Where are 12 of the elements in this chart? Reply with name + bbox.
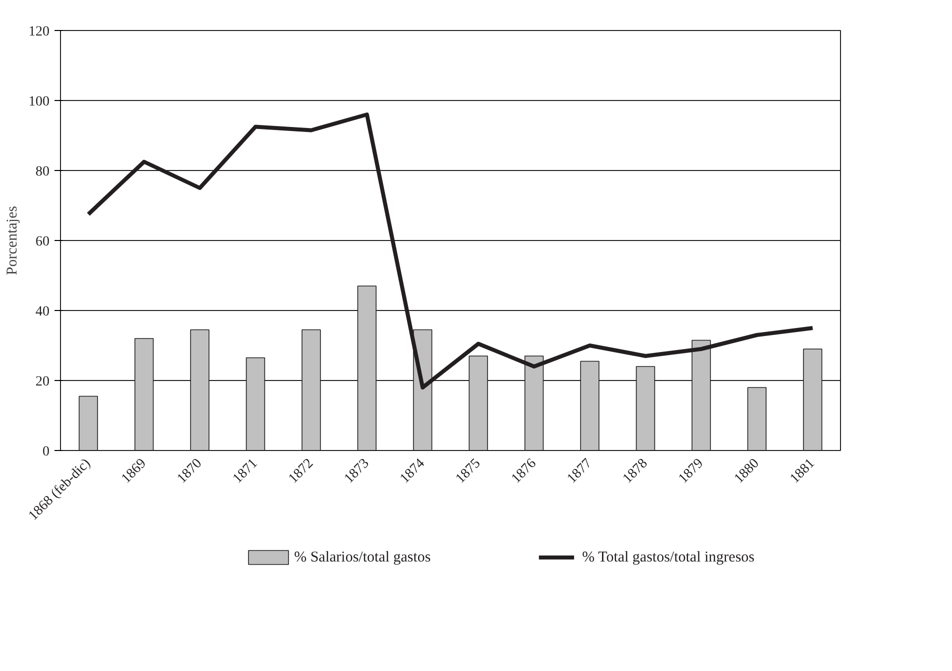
y-tick-label: 40 (36, 304, 50, 320)
legend-label: % Total gastos/total ingresos (582, 550, 755, 566)
y-tick-label: 100 (28, 94, 50, 110)
x-tick-label: 1871 (230, 456, 261, 487)
y-tick-label: 0 (42, 444, 50, 460)
y-tick-label: 80 (36, 164, 50, 180)
legend-label: % Salarios/total gastos (294, 550, 431, 566)
y-tick-label: 60 (36, 234, 50, 250)
y-axis-title: Porcentajes (4, 206, 20, 276)
y-tick-label: 20 (36, 374, 50, 390)
x-tick-label: 1881 (788, 456, 818, 487)
y-tick-label: 120 (28, 24, 50, 40)
